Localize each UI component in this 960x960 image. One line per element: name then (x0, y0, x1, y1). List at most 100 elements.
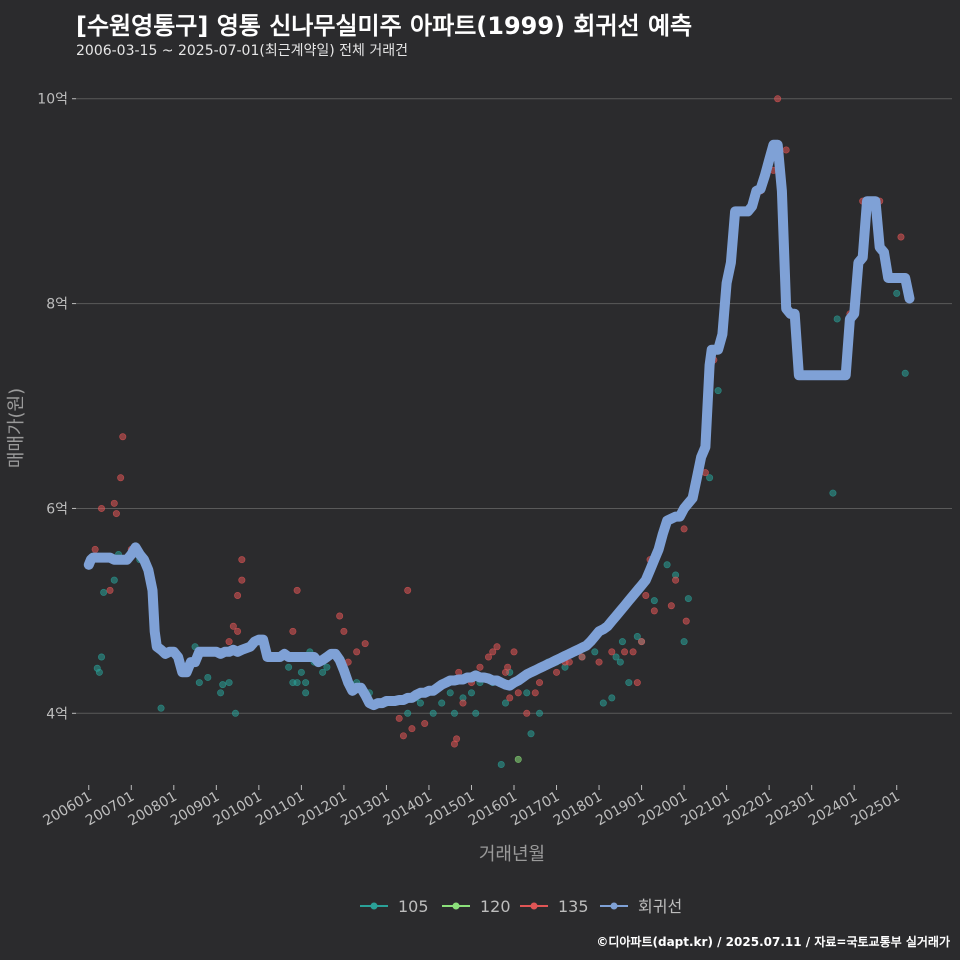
point-105 (680, 638, 688, 646)
point-135 (238, 576, 246, 584)
point-135 (493, 643, 501, 651)
point-105 (98, 653, 106, 661)
point-135 (229, 622, 237, 630)
point-135 (289, 627, 297, 635)
point-105 (297, 668, 305, 676)
point-105 (195, 679, 203, 687)
point-105 (497, 761, 505, 769)
y-tick-labels: 4억 6억 8억 10억 (37, 92, 68, 723)
point-105 (501, 699, 509, 707)
point-105 (416, 699, 424, 707)
point-135 (897, 233, 905, 241)
point-105 (302, 679, 310, 687)
point-135 (336, 612, 344, 620)
point-105 (633, 632, 641, 640)
point-105 (157, 704, 165, 712)
point-135 (106, 586, 114, 594)
chart-title: [수원영통구] 영통 신나무실미주 아파트(1999) 회귀선 예측 (76, 12, 693, 40)
x-tick-label: 202501 (848, 789, 902, 830)
point-135 (234, 592, 242, 600)
point-135 (399, 732, 407, 740)
source-caption: ©디아파트(dapt.kr) / 2025.07.11 / 자료=국토교통부 실… (596, 935, 950, 949)
y-tick-label: 10억 (37, 92, 68, 108)
point-105 (450, 709, 458, 717)
point-105 (663, 561, 671, 569)
point-105 (438, 699, 446, 707)
point-135 (353, 648, 361, 656)
point-135 (340, 627, 348, 635)
point-105 (833, 315, 841, 323)
point-105 (901, 369, 909, 377)
point-105 (650, 597, 658, 605)
legend-label: 회귀선 (638, 897, 682, 916)
point-105 (706, 474, 714, 482)
point-135 (523, 709, 531, 717)
point-135 (782, 146, 790, 154)
point-105 (110, 576, 118, 584)
point-135 (453, 735, 461, 743)
point-135 (395, 714, 403, 722)
point-135 (293, 586, 301, 594)
point-135 (514, 689, 522, 697)
legend-label: 105 (398, 897, 429, 916)
point-135 (234, 627, 242, 635)
point-105 (472, 709, 480, 717)
point-105 (616, 658, 624, 666)
point-105 (404, 709, 412, 717)
x-axis-label: 거래년월 (479, 844, 545, 865)
point-135 (489, 648, 497, 656)
point-105 (429, 709, 437, 717)
point-105 (225, 679, 233, 687)
chart-subtitle: 2006-03-15 ~ 2025-07-01(최근계약일) 전체 거래건 (76, 43, 408, 59)
point-135 (650, 607, 658, 615)
point-105 (293, 679, 301, 687)
point-135 (404, 586, 412, 594)
grid-lines (72, 98, 952, 790)
point-135 (408, 725, 416, 733)
legend-label: 120 (480, 897, 511, 916)
point-105 (829, 489, 837, 497)
point-135 (119, 433, 127, 441)
y-tick-label: 4억 (46, 706, 68, 722)
point-105 (618, 638, 626, 646)
point-105 (285, 663, 293, 671)
point-120 (514, 755, 522, 763)
y-tick-label: 8억 (46, 297, 68, 313)
point-105 (231, 709, 239, 717)
point-135 (672, 576, 680, 584)
point-135 (510, 648, 518, 656)
point-105 (527, 730, 535, 738)
point-135 (504, 663, 512, 671)
point-135 (459, 699, 467, 707)
legend: 105 120 135 회귀선 (360, 897, 682, 916)
point-135 (629, 648, 637, 656)
point-105 (714, 387, 722, 395)
point-135 (633, 679, 641, 687)
point-135 (484, 653, 492, 661)
point-105 (684, 595, 692, 603)
point-105 (608, 694, 616, 702)
point-105 (204, 673, 212, 681)
point-135 (361, 640, 369, 648)
point-105 (323, 663, 331, 671)
point-135 (225, 638, 233, 646)
point-105 (319, 668, 327, 676)
point-135 (682, 617, 690, 625)
point-105 (599, 699, 607, 707)
point-135 (536, 679, 544, 687)
point-135 (91, 545, 99, 553)
point-105 (591, 648, 599, 656)
point-135 (608, 648, 616, 656)
point-105 (95, 668, 103, 676)
point-135 (621, 648, 629, 656)
point-135 (506, 694, 514, 702)
legend-marker (530, 902, 538, 910)
point-135 (110, 499, 118, 507)
point-135 (578, 653, 586, 661)
point-135 (680, 525, 688, 533)
x-tick-labels: 2006012007012008012009012010012011012012… (40, 789, 902, 830)
point-105 (217, 689, 225, 697)
regression-line (83, 139, 915, 711)
